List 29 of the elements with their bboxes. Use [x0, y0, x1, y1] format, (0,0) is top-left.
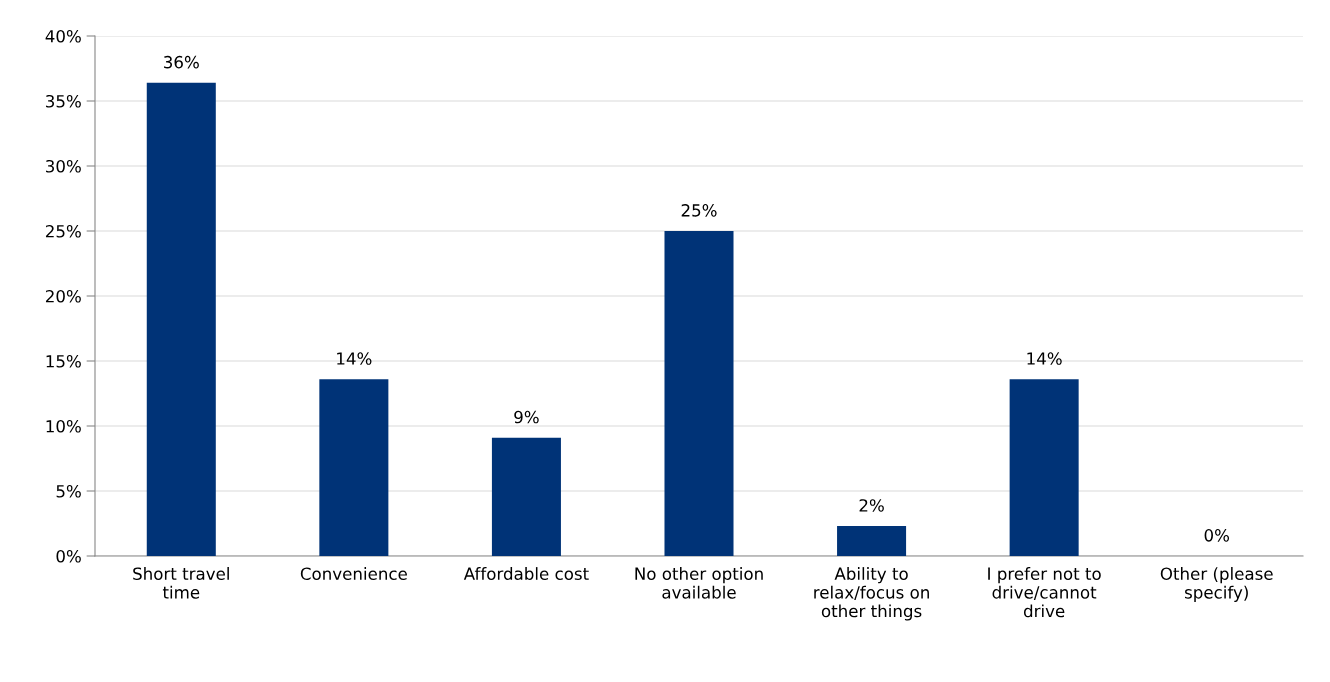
y-tick-label: 0% — [56, 549, 81, 563]
x-tick-label: Ability to relax/focus on other things — [814, 567, 929, 621]
bar — [837, 526, 907, 556]
data-label: 0% — [1204, 529, 1230, 542]
y-tick-label: 15% — [46, 354, 81, 368]
data-label: 36% — [164, 55, 199, 69]
bar — [146, 82, 216, 556]
bar — [664, 231, 734, 556]
bar — [319, 379, 389, 556]
x-tick-label: I prefer not to drive/cannot drive — [988, 567, 1101, 618]
data-label: 25% — [681, 204, 717, 217]
y-tick-label: 35% — [46, 94, 81, 108]
bar — [491, 437, 561, 556]
data-label: 14% — [1027, 352, 1062, 365]
x-tick-label: Other (please specify) — [1160, 567, 1273, 602]
data-label: 2% — [859, 499, 884, 512]
data-label: 9% — [514, 410, 539, 424]
y-tick-label: 20% — [45, 289, 81, 303]
y-tick-label: 30% — [46, 159, 81, 173]
x-tick-label: Short travel time — [133, 567, 229, 599]
y-tick-label: 25% — [45, 224, 81, 238]
y-tick-label: 5% — [56, 484, 81, 498]
data-label: 14% — [337, 352, 372, 365]
y-tick-label: 10% — [46, 419, 81, 433]
x-tick-label: No other option available — [635, 567, 763, 599]
x-tick-label: Convenience — [300, 567, 407, 581]
y-tick-label: 40% — [45, 29, 81, 43]
bar — [1009, 379, 1079, 556]
x-tick-label: Affordable cost — [463, 567, 589, 581]
